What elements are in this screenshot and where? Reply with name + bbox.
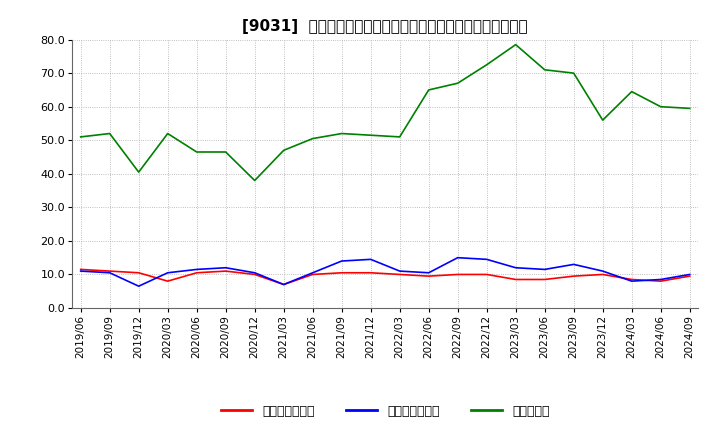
売上債権回転率 [279,282,288,287]
Legend: 売上債権回転率, 買入債務回転率, 在庫回転率: 売上債権回転率, 買入債務回転率, 在庫回転率 [216,400,554,422]
買入債務回転率 [76,268,85,274]
売上債権回転率 [511,277,520,282]
買入債務回転率 [395,268,404,274]
買入債務回転率 [570,262,578,267]
売上債権回転率 [482,272,491,277]
在庫回転率 [454,81,462,86]
売上債権回転率 [685,274,694,279]
買入債務回転率 [482,257,491,262]
在庫回転率 [598,117,607,123]
買入債務回転率 [192,267,201,272]
在庫回転率 [135,169,143,175]
買入債務回転率 [221,265,230,270]
買入債務回転率 [308,270,317,275]
在庫回転率 [366,132,375,138]
在庫回転率 [424,87,433,92]
売上債権回転率 [598,272,607,277]
買入債務回転率 [279,282,288,287]
売上債権回転率 [454,272,462,277]
在庫回転率 [657,104,665,109]
Line: 買入債務回転率: 買入債務回転率 [81,258,690,286]
買入債務回転率 [366,257,375,262]
在庫回転率 [338,131,346,136]
在庫回転率 [279,148,288,153]
買入債務回転率 [598,268,607,274]
売上債権回転率 [657,279,665,284]
買入債務回転率 [163,270,172,275]
在庫回転率 [251,178,259,183]
売上債権回転率 [395,272,404,277]
買入債務回転率 [105,270,114,275]
在庫回転率 [570,70,578,76]
在庫回転率 [627,89,636,94]
買入債務回転率 [135,283,143,289]
買入債務回転率 [251,270,259,275]
在庫回転率 [308,136,317,141]
Line: 売上債権回転率: 売上債権回転率 [81,269,690,285]
在庫回転率 [221,149,230,154]
在庫回転率 [511,42,520,47]
売上債権回転率 [338,270,346,275]
在庫回転率 [685,106,694,111]
在庫回転率 [482,62,491,67]
売上債権回転率 [424,274,433,279]
売上債権回転率 [366,270,375,275]
在庫回転率 [105,131,114,136]
売上債権回転率 [76,267,85,272]
売上債権回転率 [105,268,114,274]
買入債務回転率 [511,265,520,270]
買入債務回転率 [541,267,549,272]
在庫回転率 [541,67,549,73]
買入債務回転率 [454,255,462,260]
買入債務回転率 [627,279,636,284]
Title: [9031]  売上債権回転率、買入債務回転率、在庫回転率の推移: [9031] 売上債権回転率、買入債務回転率、在庫回転率の推移 [243,19,528,34]
在庫回転率 [163,131,172,136]
在庫回転率 [192,149,201,154]
買入債務回転率 [685,272,694,277]
買入債務回転率 [657,277,665,282]
売上債権回転率 [163,279,172,284]
買入債務回転率 [424,270,433,275]
売上債権回転率 [627,277,636,282]
在庫回転率 [395,134,404,139]
売上債権回転率 [192,270,201,275]
売上債権回転率 [308,272,317,277]
売上債権回転率 [541,277,549,282]
売上債権回転率 [221,268,230,274]
在庫回転率 [76,134,85,139]
売上債権回転率 [251,272,259,277]
買入債務回転率 [338,258,346,264]
売上債権回転率 [570,274,578,279]
売上債権回転率 [135,270,143,275]
Line: 在庫回転率: 在庫回転率 [81,44,690,180]
